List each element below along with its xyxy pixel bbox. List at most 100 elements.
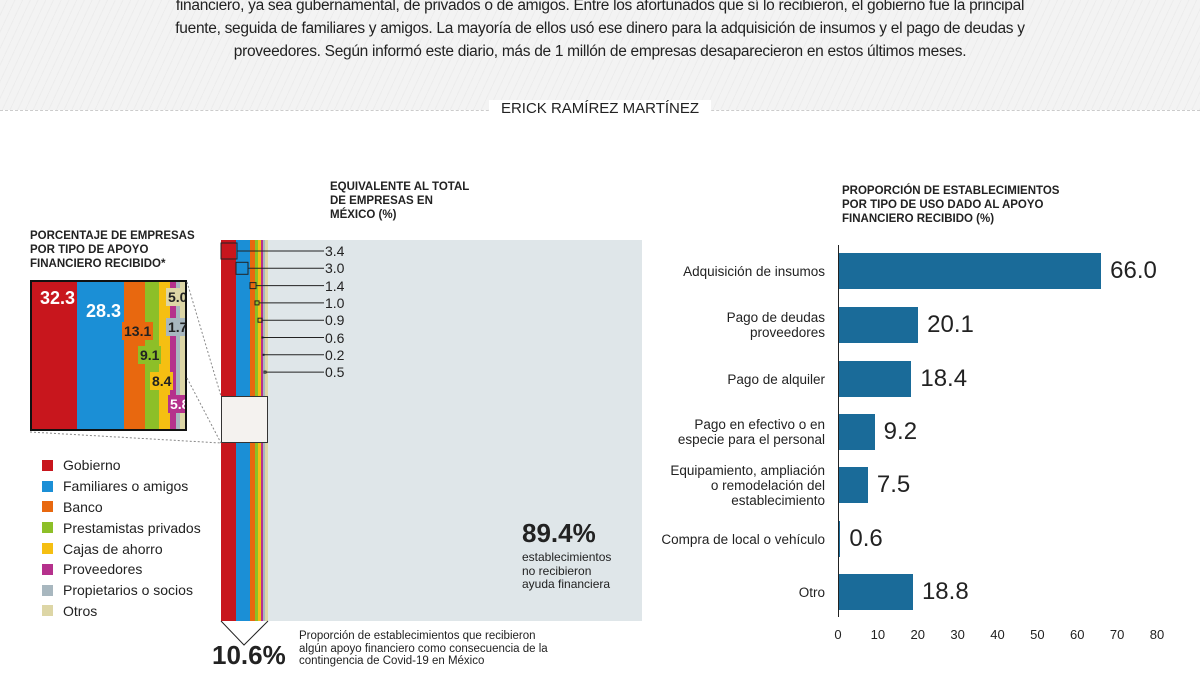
x-tick-label: 30 — [950, 627, 965, 642]
legend-label: Cajas de ahorro — [63, 540, 163, 557]
intro-line: financiero, ya sea gubernamental, de pri… — [175, 0, 1025, 14]
inset-title: PORCENTAJE DE EMPRESAS POR TIPO DE APOYO… — [30, 230, 195, 270]
legend-label: Banco — [63, 498, 103, 515]
legend-swatch — [42, 584, 53, 596]
inset-value-label: 28.3 — [84, 300, 124, 323]
category-line: Pago en efectivo o en — [694, 417, 825, 432]
category-line: Compra de local o vehículo — [661, 531, 825, 547]
equivalent-value: 0.9 — [325, 312, 345, 329]
usage-value: 7.5 — [876, 471, 911, 498]
intro-line: fuente, seguida de familiares y amigos. … — [175, 20, 1025, 37]
legend-item: Proveedores — [42, 559, 201, 580]
category-line: Adquisición de insumos — [683, 263, 825, 279]
usage-value: 20.1 — [927, 311, 974, 338]
category-line: proveedores — [749, 325, 825, 340]
received-caption: Proporción de establecimientos que recib… — [299, 630, 548, 668]
inset-chart: 32.3 28.313.1 9.1 8.4 5.8 1.7 5.0 — [30, 280, 187, 431]
legend-item: Familiares o amigos — [42, 476, 201, 497]
caption-line: ayuda financiera — [522, 577, 611, 591]
usage-category: Pago en efectivo o en especie para el per… — [625, 417, 825, 447]
inset-bar-5 — [170, 282, 176, 429]
legend-item: Banco — [42, 497, 201, 518]
usage-axis — [838, 245, 839, 617]
equivalent-marker — [249, 282, 257, 290]
legend-item: Cajas de ahorro — [42, 538, 201, 559]
intro-line: proveedores. Según informó este diario, … — [233, 43, 967, 60]
usage-bar — [838, 253, 1102, 289]
equivalent-marker — [263, 370, 267, 374]
equivalent-value: 0.6 — [325, 329, 345, 346]
usage-value: 0.6 — [849, 525, 883, 552]
zoom-box — [221, 396, 268, 443]
inset-value-label: 13.1 — [122, 322, 154, 340]
usage-bar — [838, 521, 841, 557]
not-received-caption: establecimientos no recibieron ayuda fin… — [522, 550, 611, 592]
inset-bar-7 — [180, 282, 185, 429]
inset-value-label: 32.3 — [38, 287, 78, 310]
not-received-area — [268, 240, 642, 621]
caption-line: no recibieron — [522, 563, 592, 578]
equivalent-marker — [261, 336, 264, 339]
category-line: establecimiento — [731, 492, 825, 508]
usage-bar — [838, 414, 875, 450]
equivalent-value: 3.4 — [325, 243, 345, 259]
legend-label: Propietarios o socios — [63, 582, 193, 599]
x-tick-label: 60 — [1070, 627, 1085, 642]
legend-label: Prestamistas privados — [63, 519, 201, 536]
usage-category: Adquisición de insumos — [625, 264, 825, 279]
received-value: 10.6% — [212, 640, 286, 670]
x-tick-label: 50 — [1030, 627, 1045, 642]
inset-value-label: 5.0 — [166, 288, 185, 306]
caption-line: Proporción de establecimientos que recib… — [299, 630, 536, 642]
caption-line: contingencia de Covid-19 en México — [299, 655, 485, 667]
inset-value-label: 5.8 — [168, 395, 185, 413]
legend-swatch — [42, 522, 53, 534]
x-tick-label: 20 — [910, 627, 925, 642]
legend-item: Otros — [42, 601, 201, 622]
legend-swatch — [42, 480, 53, 492]
legend-swatch — [42, 459, 53, 471]
equivalent-marker — [220, 242, 238, 260]
intro-text: financiero, ya sea gubernamental, de pri… — [150, 0, 1050, 63]
usage-bar — [838, 307, 919, 343]
inset-value-label: 9.1 — [138, 346, 162, 364]
x-tick-label: 70 — [1109, 627, 1125, 642]
usage-bar — [838, 467, 868, 503]
header-band — [0, 0, 1200, 110]
equivalent-value: 3.0 — [325, 260, 345, 277]
usage-value: 66.0 — [1110, 257, 1157, 284]
usage-title: PROPORCIÓN DE ESTABLECIMIENTOS POR TIPO … — [842, 185, 1060, 225]
legend-swatch — [42, 501, 53, 513]
equivalent-marker — [262, 353, 265, 356]
category-line: Otro — [798, 584, 825, 600]
byline: ERICK RAMÍREZ MARTÍNEZ — [0, 100, 1200, 117]
equivalent-value: 0.2 — [325, 346, 345, 363]
usage-bar — [838, 574, 913, 610]
inset-value-label: 8.4 — [150, 372, 174, 390]
category-line: Equipamiento, ampliación — [670, 462, 825, 478]
legend-swatch — [42, 543, 53, 555]
legend-item: Propietarios o socios — [42, 580, 201, 601]
equivalent-value: 1.4 — [325, 277, 345, 294]
caption-line: algún apoyo financiero como consecuencia… — [299, 642, 548, 655]
legend-label: Familiares o amigos — [63, 478, 189, 495]
inset-value-label: 1.7 — [166, 318, 185, 336]
author: ERICK RAMÍREZ MARTÍNEZ — [488, 100, 712, 117]
legend-swatch — [42, 605, 53, 617]
category-line: o remodelación del — [710, 477, 825, 493]
x-tick-label: 40 — [990, 627, 1005, 642]
equivalent-marker — [257, 317, 263, 323]
usage-category: Equipamiento, ampliación o remodelación d… — [625, 463, 825, 508]
inset-bar-2 — [124, 282, 145, 429]
legend-swatch — [42, 563, 53, 575]
usage-category: Pago de alquiler — [625, 372, 825, 387]
legend-label: Gobierno — [63, 457, 121, 474]
legend: Gobierno Familiares o amigos Banco Prestami… — [42, 455, 201, 621]
usage-category: Compra de local o vehículo — [625, 532, 825, 547]
usage-value: 9.2 — [883, 418, 918, 445]
equivalent-value: 1.0 — [325, 294, 345, 311]
equivalent-marker — [235, 261, 249, 275]
legend-item: Prestamistas privados — [42, 517, 201, 538]
equivalent-marker — [254, 300, 260, 306]
